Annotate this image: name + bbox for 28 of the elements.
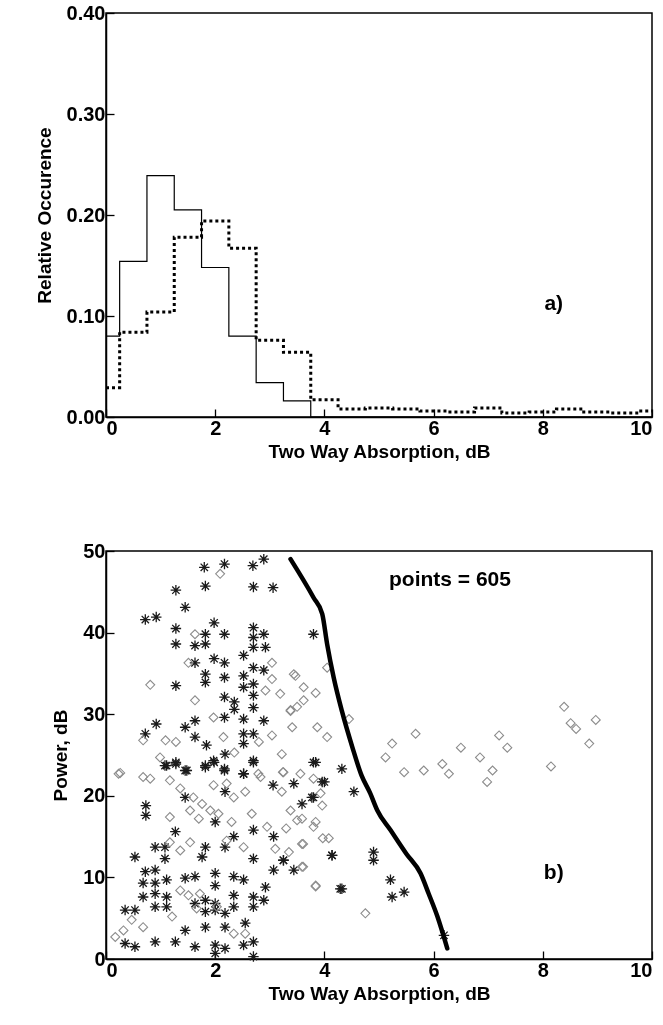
y-tick-label: 30 bbox=[83, 702, 106, 725]
x-tick-label: 6 bbox=[428, 416, 440, 439]
x-tick-label: 10 bbox=[630, 416, 653, 439]
y-tick-label: 20 bbox=[83, 784, 106, 807]
y-tick-label: 40 bbox=[83, 621, 106, 644]
x-tick-label: 10 bbox=[630, 958, 653, 981]
y-tick-label: 0.40 bbox=[66, 1, 106, 24]
x-axis-title: Two Way Absorption, dB bbox=[268, 440, 491, 462]
x-tick-label: 4 bbox=[319, 958, 332, 981]
y-axis-title: Power, dB bbox=[50, 709, 72, 802]
x-tick-label: 8 bbox=[537, 416, 549, 439]
x-tick-label: 2 bbox=[210, 416, 222, 439]
y-axis-title: Relative Occurence bbox=[33, 127, 55, 304]
y-tick-label: 0.30 bbox=[66, 102, 106, 125]
x-tick-label: 6 bbox=[428, 958, 440, 981]
y-tick-label: 0.20 bbox=[66, 203, 106, 226]
annotation: b) bbox=[543, 860, 564, 884]
y-tick-label: 0.10 bbox=[66, 304, 106, 327]
x-tick-label: 8 bbox=[537, 958, 549, 981]
y-tick-label: 0.00 bbox=[66, 405, 106, 428]
line-series bbox=[288, 556, 450, 951]
x-tick-label: 4 bbox=[319, 416, 332, 439]
annotation: a) bbox=[544, 290, 564, 314]
x-axis-title: Two Way Absorption, dB bbox=[268, 982, 491, 1004]
y-tick-label: 50 bbox=[83, 539, 106, 562]
y-tick-label: 10 bbox=[83, 865, 106, 888]
x-tick-label: 2 bbox=[210, 958, 222, 981]
annotation: points = 605 bbox=[389, 566, 512, 590]
